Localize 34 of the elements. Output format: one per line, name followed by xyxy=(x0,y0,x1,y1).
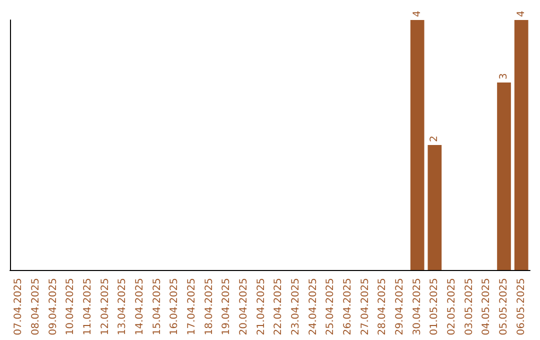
x-tick-label: 01.05.2025 xyxy=(429,278,440,336)
x-tick-label: 19.04.2025 xyxy=(221,278,232,336)
x-tick-label: 08.04.2025 xyxy=(30,278,42,336)
x-tick-label: 28.04.2025 xyxy=(377,278,388,336)
x-tick-label: 20.04.2025 xyxy=(238,278,250,336)
x-tick-label: 14.04.2025 xyxy=(134,278,146,336)
x-tick-label: 26.04.2025 xyxy=(342,278,354,336)
x-tick-label: 13.04.2025 xyxy=(117,278,128,336)
x-tick-label: 05.05.2025 xyxy=(498,278,510,336)
x-tick-label: 29.04.2025 xyxy=(394,278,406,336)
x-tick-label: 30.04.2025 xyxy=(412,278,423,336)
x-tick-label: 12.04.2025 xyxy=(100,278,111,336)
x-tick-label: 10.04.2025 xyxy=(65,278,76,336)
x-tick-label: 27.04.2025 xyxy=(360,278,371,336)
x-tick-label: 11.04.2025 xyxy=(82,278,94,336)
x-tick-label: 24.04.2025 xyxy=(308,278,319,336)
data-label: 4 xyxy=(412,10,423,17)
x-tick-label: 07.04.2025 xyxy=(13,278,24,336)
x-tick-label: 04.05.2025 xyxy=(481,278,492,336)
x-tick-label: 22.04.2025 xyxy=(273,278,284,336)
x-tick-label: 06.05.2025 xyxy=(516,278,527,336)
x-tick-label: 21.04.2025 xyxy=(256,278,267,336)
x-tick-label: 25.04.2025 xyxy=(325,278,336,336)
x-tick-label: 16.04.2025 xyxy=(169,278,180,336)
x-tick-label: 17.04.2025 xyxy=(186,278,198,336)
data-label: 4 xyxy=(516,10,527,17)
data-label: 3 xyxy=(498,73,510,80)
x-tick-label: 09.04.2025 xyxy=(48,278,59,336)
x-tick-label: 03.05.2025 xyxy=(464,278,475,336)
data-label: 2 xyxy=(429,136,440,142)
x-tick-label: 15.04.2025 xyxy=(152,278,163,336)
x-tick-label: 02.05.2025 xyxy=(446,278,458,336)
x-tick-label: 18.04.2025 xyxy=(204,278,215,336)
x-tick-label: 23.04.2025 xyxy=(290,278,302,336)
